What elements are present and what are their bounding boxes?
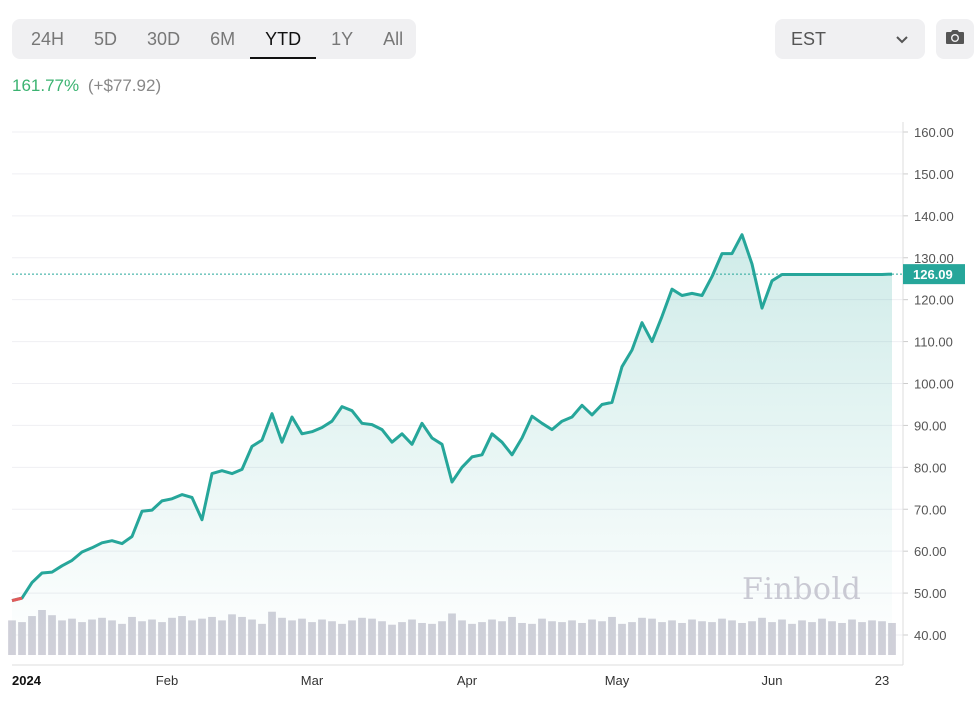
x-tick-label: Apr bbox=[457, 673, 478, 688]
tab-6m[interactable]: 6M bbox=[210, 29, 236, 49]
y-tick-label: 100.00 bbox=[914, 377, 954, 392]
y-axis: 160.00 150.00 140.00 130.00 120.00 110.00 100.… bbox=[902, 122, 954, 665]
last-price-badge bbox=[903, 264, 965, 285]
price-area bbox=[12, 234, 892, 655]
y-tick-label: 90.00 bbox=[914, 418, 947, 433]
tab-ytd[interactable]: YTD bbox=[250, 19, 317, 59]
x-tick-label: Jun bbox=[762, 673, 783, 688]
price-change: 161.77% (+$77.92) bbox=[12, 76, 161, 96]
screenshot-button[interactable] bbox=[936, 19, 974, 59]
x-tick-label: May bbox=[605, 673, 630, 688]
last-price-value: 126.09 bbox=[913, 267, 953, 282]
x-tick-label: Feb bbox=[156, 673, 178, 688]
y-tick-label: 80.00 bbox=[914, 460, 947, 475]
finbold-watermark: Finbold bbox=[742, 572, 862, 607]
y-tick-label: 60.00 bbox=[914, 544, 947, 559]
price-line-start bbox=[11, 596, 23, 603]
range-tabs: 24H 5D 30D 6M YTD 1Y All bbox=[12, 19, 416, 59]
x-tick-label: 2024 bbox=[12, 673, 42, 688]
camera-icon bbox=[944, 28, 966, 51]
y-tick-label: 140.00 bbox=[914, 209, 954, 224]
tab-5d[interactable]: 5D bbox=[94, 29, 118, 49]
y-tick-label: 150.00 bbox=[914, 167, 954, 182]
change-absolute: (+$77.92) bbox=[87, 76, 162, 95]
tab-all[interactable]: All bbox=[383, 29, 404, 49]
y-tick-label: 50.00 bbox=[914, 586, 947, 601]
tab-1y[interactable]: 1Y bbox=[331, 29, 354, 49]
tab-24h[interactable]: 24H bbox=[31, 29, 65, 49]
y-tick-label: 70.00 bbox=[914, 502, 947, 517]
y-tick-label: 130.00 bbox=[914, 251, 954, 266]
change-percent: 161.77% bbox=[12, 76, 80, 95]
x-tick-label: Mar bbox=[301, 673, 324, 688]
timezone-value: EST bbox=[791, 28, 827, 49]
y-tick-label: 120.00 bbox=[914, 293, 954, 308]
y-tick-label: 110.00 bbox=[914, 335, 953, 350]
x-tick-label: 23 bbox=[875, 673, 889, 688]
price-chart: 160.00 150.00 140.00 130.00 120.00 110.00 100.… bbox=[8, 122, 965, 688]
timezone-select[interactable]: EST bbox=[775, 19, 925, 59]
x-axis: 2024 Feb Mar Apr May Jun 23 bbox=[12, 664, 903, 688]
price-line bbox=[11, 233, 893, 603]
y-tick-label: 40.00 bbox=[914, 628, 947, 643]
chevron-down-icon bbox=[895, 29, 909, 50]
tab-30d[interactable]: 30D bbox=[147, 29, 181, 49]
y-tick-label: 160.00 bbox=[914, 125, 954, 140]
last-price-label: 126.09 bbox=[903, 264, 965, 285]
